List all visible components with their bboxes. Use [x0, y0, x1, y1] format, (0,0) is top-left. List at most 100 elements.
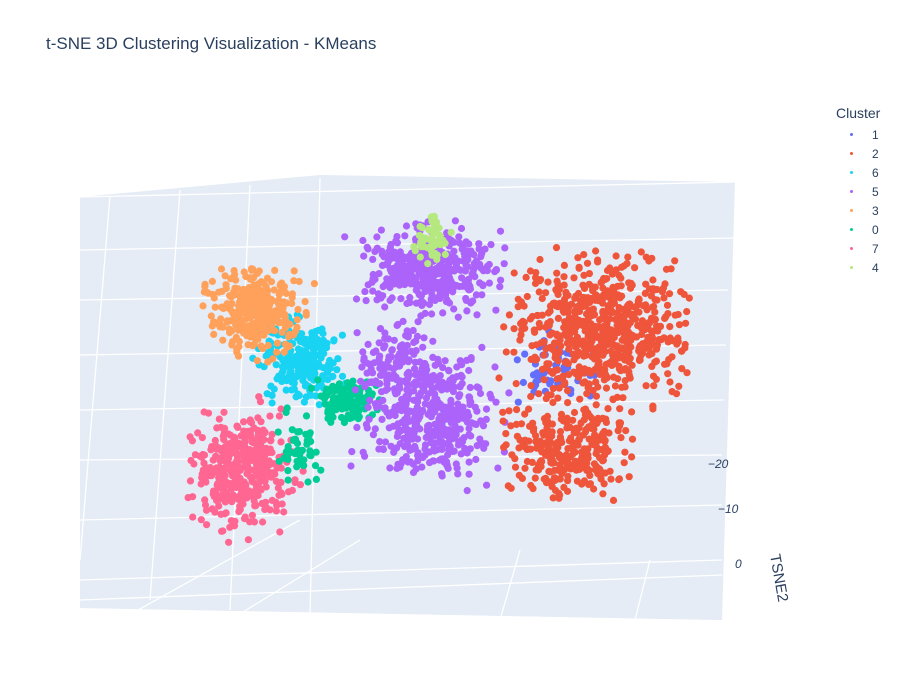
cluster-5-points[interactable]	[341, 217, 513, 495]
data-point	[406, 293, 414, 302]
data-point	[516, 336, 524, 344]
data-point	[411, 365, 419, 373]
legend-marker	[850, 152, 853, 155]
data-point	[235, 337, 243, 346]
data-point	[355, 407, 363, 415]
data-point	[217, 447, 226, 455]
legend-item-cluster-4[interactable]: 4	[836, 258, 896, 277]
data-point	[606, 264, 614, 272]
data-point	[457, 371, 465, 379]
legend-item-cluster-6[interactable]: 6	[836, 163, 896, 182]
data-point	[600, 376, 609, 384]
data-point	[385, 252, 393, 260]
cluster-7-points[interactable]	[184, 393, 307, 546]
data-point	[273, 348, 281, 356]
data-point	[264, 341, 272, 350]
legend-item-cluster-7[interactable]: 7	[836, 239, 896, 258]
data-point	[518, 326, 526, 334]
data-point	[311, 462, 320, 470]
data-point	[576, 297, 585, 305]
cluster-2-points[interactable]	[495, 244, 693, 504]
data-point	[234, 450, 242, 458]
data-point	[666, 323, 674, 331]
data-point	[549, 346, 557, 354]
data-point	[429, 337, 437, 345]
data-point	[422, 362, 430, 370]
data-point	[371, 425, 379, 433]
data-point	[567, 300, 576, 308]
data-point	[505, 389, 513, 397]
data-point	[607, 328, 615, 336]
data-point	[288, 486, 296, 494]
legend-item-cluster-1[interactable]: 1	[836, 125, 896, 144]
data-point	[315, 401, 323, 409]
data-point	[574, 254, 582, 262]
data-point	[649, 405, 657, 413]
data-point	[425, 226, 433, 234]
data-point	[441, 412, 449, 421]
cluster-0-points[interactable]	[274, 376, 383, 486]
data-point	[391, 388, 399, 396]
data-point	[294, 428, 302, 436]
data-point	[410, 350, 418, 358]
data-point	[608, 300, 616, 308]
data-point	[546, 307, 554, 315]
legend-item-cluster-3[interactable]: 3	[836, 201, 896, 220]
data-point	[334, 355, 342, 363]
data-point	[184, 494, 192, 502]
data-point	[579, 379, 587, 387]
data-point	[208, 472, 216, 480]
data-point	[261, 286, 269, 294]
data-point	[358, 363, 366, 371]
data-point	[248, 451, 256, 459]
data-point	[667, 265, 675, 273]
data-point	[252, 300, 261, 308]
data-point	[423, 282, 432, 290]
data-point	[678, 365, 686, 373]
data-point	[302, 412, 311, 420]
data-point	[521, 410, 529, 418]
data-point	[578, 320, 587, 328]
data-point	[414, 457, 422, 465]
data-point	[284, 373, 292, 381]
data-point	[415, 373, 423, 381]
data-point	[647, 292, 656, 300]
data-point	[482, 415, 490, 423]
scatter-points[interactable]	[184, 212, 693, 546]
data-point	[337, 403, 345, 411]
cluster-4-points[interactable]	[410, 212, 455, 268]
data-point	[615, 476, 623, 484]
data-point	[561, 358, 570, 367]
data-point	[207, 312, 215, 320]
data-point	[562, 320, 570, 328]
data-point	[366, 396, 374, 404]
legend-item-cluster-5[interactable]: 5	[836, 182, 896, 201]
cluster-3-points[interactable]	[199, 265, 318, 366]
data-point	[655, 336, 663, 344]
data-point	[622, 349, 630, 357]
data-point	[219, 527, 227, 535]
data-point	[393, 444, 401, 452]
data-point	[570, 356, 578, 364]
data-point	[461, 277, 469, 285]
data-point	[542, 474, 550, 482]
data-point	[452, 261, 460, 269]
data-point	[537, 445, 545, 453]
data-point	[312, 448, 320, 456]
legend-item-cluster-0[interactable]: 0	[836, 220, 896, 239]
data-point	[463, 408, 471, 416]
data-point	[613, 321, 621, 329]
data-point	[625, 368, 633, 376]
chart-title: t-SNE 3D Clustering Visualization - KMea…	[46, 34, 377, 53]
data-point	[612, 252, 620, 260]
legend-item-cluster-2[interactable]: 2	[836, 144, 896, 163]
data-point	[255, 393, 263, 401]
data-point	[522, 273, 530, 281]
legend-label: 3	[872, 203, 879, 218]
data-point	[440, 256, 448, 264]
data-point	[377, 371, 385, 379]
data-point	[307, 437, 315, 446]
data-point	[201, 280, 209, 288]
data-point	[666, 334, 674, 342]
